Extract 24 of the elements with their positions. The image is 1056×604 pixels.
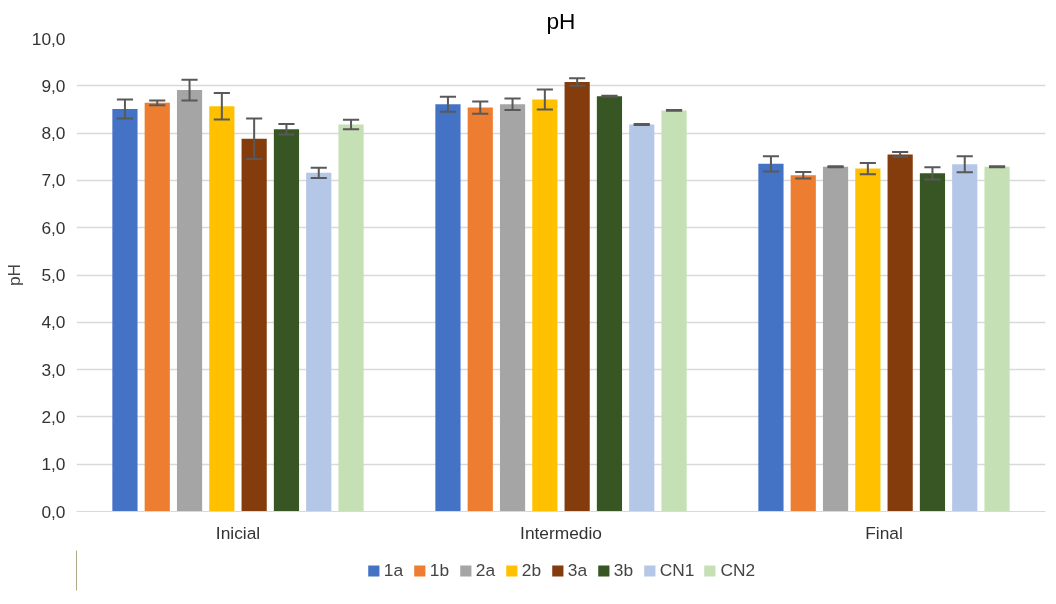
- y-tick-label: 3,0: [41, 359, 66, 380]
- chart-title: pH: [546, 7, 576, 34]
- legend-label: 1a: [383, 559, 404, 581]
- y-tick-label: 4,0: [41, 312, 66, 333]
- y-tick-label: 9,0: [41, 75, 66, 96]
- y-tick-label: 0,0: [41, 501, 66, 522]
- legend-label: 3b: [613, 559, 634, 581]
- legend-label: 3a: [567, 559, 588, 581]
- y-tick-label: 8,0: [41, 123, 66, 144]
- y-axis-title: pH: [3, 263, 24, 287]
- legend-label: CN1: [659, 559, 695, 581]
- legend-label: 2b: [521, 559, 542, 581]
- y-tick-label: 10,0: [31, 28, 66, 49]
- y-tick-label: 5,0: [41, 265, 66, 285]
- x-tick-label: Final: [865, 522, 903, 543]
- y-tick-label: 6,0: [41, 217, 66, 238]
- x-tick-label: Intermedio: [520, 522, 602, 543]
- y-tick-label: 2,0: [41, 406, 66, 427]
- y-tick-label: 1,0: [41, 454, 66, 475]
- y-tick-label: 7,0: [41, 170, 66, 191]
- legend-label: 2a: [475, 559, 496, 581]
- legend-label: 1b: [429, 559, 450, 581]
- legend-label: CN2: [720, 559, 756, 581]
- x-tick-label: Inicial: [215, 522, 261, 543]
